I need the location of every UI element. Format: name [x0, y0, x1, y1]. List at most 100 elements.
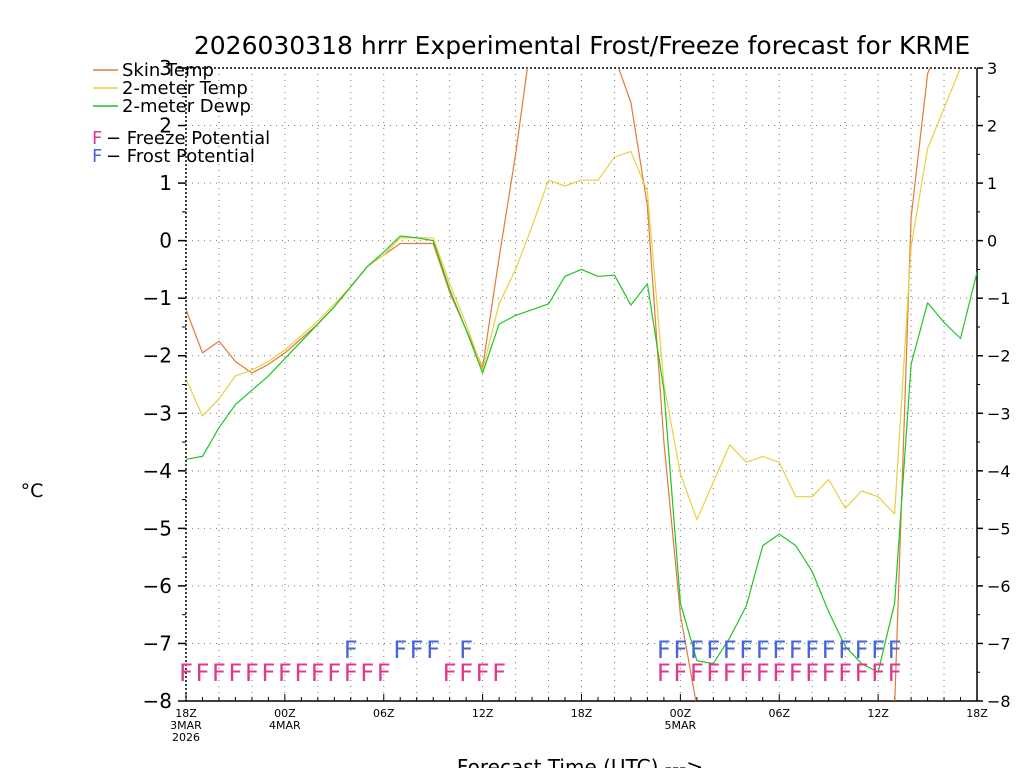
freeze-marker: F: [245, 659, 259, 687]
freeze-marker: F: [888, 659, 902, 687]
y-axis-label: °C: [21, 480, 44, 502]
freeze-marker: F: [311, 659, 325, 687]
freeze-marker: F: [673, 659, 687, 687]
potential-legend-label: − Frost Potential: [106, 146, 255, 167]
series-line-2-meter-dewp: [186, 235, 977, 673]
frost-marker: F: [756, 636, 770, 664]
freeze-marker: F: [344, 659, 358, 687]
freeze-marker: F: [294, 659, 308, 687]
y-tick-label-left: −7: [143, 631, 172, 655]
plot-frame: [185, 67, 978, 702]
y-tick-label-right: −5: [987, 519, 1011, 538]
x-tick-label: 12Z: [472, 707, 494, 720]
freeze-marker: F: [327, 659, 341, 687]
legend-label: 2-meter Temp: [122, 78, 248, 99]
x-tick-label: 18Z: [175, 707, 197, 720]
x-tick-label: 06Z: [768, 707, 790, 720]
freeze-marker: F: [443, 659, 457, 687]
potential-legend-letter: F: [92, 146, 102, 167]
y-tick-label-left: −3: [143, 401, 172, 425]
frost-marker: F: [344, 636, 358, 664]
y-tick-label-left: −4: [143, 459, 172, 483]
y-tick-label-left: 1: [159, 171, 172, 195]
frost-marker: F: [855, 636, 869, 664]
frost-marker: F: [657, 636, 671, 664]
freeze-marker: F: [739, 659, 753, 687]
frost-marker: F: [426, 636, 440, 664]
frost-marker: F: [690, 636, 704, 664]
y-tick-label-right: −4: [987, 462, 1011, 481]
x-tick-label: 18Z: [571, 707, 593, 720]
x-tick-label: 06Z: [373, 707, 395, 720]
y-tick-label-left: −8: [143, 689, 172, 713]
freeze-marker: F: [855, 659, 869, 687]
series-line-2-meter-temp: [186, 68, 962, 521]
freeze-marker: F: [360, 659, 374, 687]
y-tick-label-right: −6: [987, 577, 1011, 596]
y-tick-label-left: −1: [143, 286, 172, 310]
y-tick-label-right: 0: [987, 232, 997, 251]
freeze-marker: F: [822, 659, 836, 687]
freeze-marker: F: [377, 659, 391, 687]
freeze-marker: F: [805, 659, 819, 687]
freeze-marker: F: [492, 659, 506, 687]
frost-marker: F: [772, 636, 786, 664]
freeze-marker: F: [838, 659, 852, 687]
y-tick-label-left: 3: [159, 56, 172, 80]
x-tick-label: 12Z: [867, 707, 889, 720]
y-tick-label-right: −7: [987, 634, 1011, 653]
x-tick-label: 5MAR: [665, 719, 697, 732]
frost-marker: F: [789, 636, 803, 664]
chart-title: 2026030318 hrrr Experimental Frost/Freez…: [194, 31, 970, 60]
potential-legend-letter: F: [92, 128, 102, 149]
series-layer: [186, 68, 977, 701]
series-line-skin-temp: [186, 68, 931, 701]
x-tick-label: 2026: [172, 731, 200, 744]
frost-marker: F: [393, 636, 407, 664]
y-tick-label-left: −2: [143, 344, 172, 368]
x-tick-label: 00Z: [274, 707, 296, 720]
y-tick-label-right: −8: [987, 692, 1011, 711]
frost-marker: F: [838, 636, 852, 664]
y-tick-label-right: 2: [987, 117, 997, 136]
freeze-marker: F: [212, 659, 226, 687]
y-tick-label-left: −5: [143, 516, 172, 540]
freeze-marker: F: [229, 659, 243, 687]
x-tick-label: 3MAR: [170, 719, 202, 732]
freeze-marker: F: [476, 659, 490, 687]
freeze-marker: F: [756, 659, 770, 687]
x-tick-label: 4MAR: [269, 719, 301, 732]
frost-marker: F: [410, 636, 424, 664]
freeze-marker: F: [196, 659, 210, 687]
y-tick-label-left: −6: [143, 574, 172, 598]
frost-marker: F: [459, 636, 473, 664]
y-tick-label-right: −2: [987, 347, 1011, 366]
y-tick-label-right: −1: [987, 289, 1011, 308]
y-tick-label-right: 1: [987, 174, 997, 193]
freeze-marker: F: [789, 659, 803, 687]
x-tick-label: 00Z: [670, 707, 692, 720]
y-tick-label-left: 2: [159, 114, 172, 138]
freeze-marker: F: [706, 659, 720, 687]
freeze-marker: F: [723, 659, 737, 687]
frost-marker: F: [888, 636, 902, 664]
freeze-marker: F: [261, 659, 275, 687]
frost-marker: F: [739, 636, 753, 664]
legend-label: Skin Temp: [122, 60, 214, 81]
potential-markers: F F F F F F F F F F F F F F F F F F F F F F F F F F F F F F F FF F F F F F F F…: [179, 636, 901, 687]
frost-marker: F: [673, 636, 687, 664]
freeze-marker: F: [278, 659, 292, 687]
frost-marker: F: [805, 636, 819, 664]
potential-legend-label: − Freeze Potential: [106, 128, 270, 149]
freeze-marker: F: [690, 659, 704, 687]
y-tick-label-right: −3: [987, 404, 1011, 423]
y-tick-label-left: 0: [159, 229, 172, 253]
y-tick-label-right: 3: [987, 59, 997, 78]
frost-marker: F: [871, 636, 885, 664]
legend-label: 2-meter Dewp: [122, 96, 251, 117]
freeze-marker: F: [871, 659, 885, 687]
freeze-marker: F: [179, 659, 193, 687]
x-axis-label: Forecast Time (UTC) --->: [457, 755, 703, 768]
